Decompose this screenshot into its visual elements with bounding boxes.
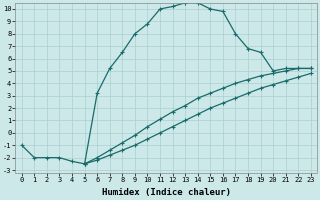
X-axis label: Humidex (Indice chaleur): Humidex (Indice chaleur)	[102, 188, 231, 197]
